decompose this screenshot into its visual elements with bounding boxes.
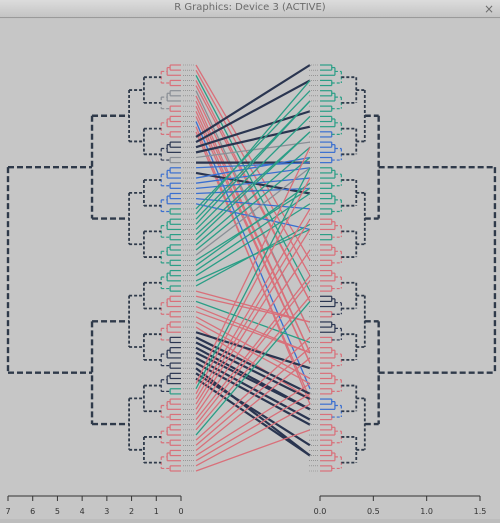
- left-dendrogram: [6, 64, 181, 472]
- tangle-connector-line: [195, 85, 311, 302]
- right-height-axis: 0.0 0.5 1.0 1.5: [314, 495, 487, 516]
- tangle-connector-line: [195, 229, 311, 410]
- leaf-labels: [183, 64, 319, 472]
- tangle-connector-line: [195, 403, 311, 467]
- tangle-connector-line: [195, 290, 311, 323]
- tangle-connector-line: [195, 383, 311, 457]
- left-axis-tick-label: 2: [129, 507, 134, 516]
- tangle-connector-line: [195, 125, 311, 154]
- window-title: R Graphics: Device 3 (ACTIVE): [174, 2, 326, 13]
- right-dendrogram: [320, 64, 497, 472]
- tangle-connector-line: [195, 429, 311, 472]
- graphics-device-canvas: 7 6 5 4 3 2 1 0 0.0 0.5 1.0 1.5: [0, 19, 500, 519]
- tangle-connector-line: [195, 192, 311, 272]
- left-axis-tick-label: 7: [5, 507, 10, 516]
- title-bar[interactable]: R Graphics: Device 3 (ACTIVE) ×: [0, 0, 500, 18]
- right-axis-tick-label: 1.0: [420, 507, 433, 516]
- left-axis-tick-label: 4: [80, 507, 85, 516]
- left-axis-tick-label: 0: [178, 507, 183, 516]
- tangle-connector-line: [195, 79, 311, 215]
- tangle-connector-line: [195, 351, 311, 411]
- left-axis-tick-label: 1: [154, 507, 159, 516]
- tangle-connector-line: [195, 203, 311, 231]
- tangle-connector-line: [195, 131, 311, 241]
- close-icon[interactable]: ×: [483, 2, 495, 16]
- tangle-connector-line: [195, 90, 311, 210]
- connector-lines: [195, 64, 311, 472]
- tangle-connector-line: [195, 357, 311, 451]
- tangle-connector-line: [195, 249, 311, 415]
- tangle-connector-line: [195, 336, 311, 395]
- tangle-connector-line: [195, 110, 311, 149]
- left-height-axis: 7 6 5 4 3 2 1 0: [5, 495, 184, 516]
- tangle-connector-line: [195, 280, 311, 426]
- tangle-connector-line: [195, 146, 311, 246]
- tangle-connector-line: [195, 203, 311, 277]
- tangle-connector-line: [195, 64, 311, 138]
- tangle-connector-line: [195, 182, 311, 266]
- tangle-connector-line: [195, 377, 311, 457]
- tangle-connector-line: [195, 300, 311, 436]
- tangle-connector-line: [195, 100, 311, 225]
- tangle-connector-line: [195, 167, 311, 184]
- tangle-connector-line: [195, 146, 311, 384]
- right-axis-tick-label: 0.0: [314, 507, 327, 516]
- tangle-connector-line: [195, 223, 311, 287]
- left-axis-tick-label: 3: [104, 507, 109, 516]
- tangle-connector-line: [195, 177, 311, 395]
- tangle-connector-line: [195, 275, 311, 421]
- tanglegram-plot: 7 6 5 4 3 2 1 0 0.0 0.5 1.0 1.5: [5, 64, 497, 516]
- tangle-connector-line: [195, 347, 311, 446]
- left-axis-tick-label: 6: [30, 507, 35, 516]
- tangle-connector-line: [195, 367, 311, 457]
- tangle-connector-line: [195, 157, 311, 251]
- right-axis-tick-label: 0.5: [367, 507, 380, 516]
- tangle-connector-line: [195, 167, 311, 390]
- tangle-connector-line: [195, 218, 311, 405]
- tangle-connector-line: [195, 79, 311, 144]
- tangle-connector-line: [195, 331, 311, 370]
- tangle-connector-line: [195, 393, 311, 462]
- tangle-connector-line: [195, 295, 311, 431]
- tangle-connector-line: [195, 115, 311, 230]
- tangle-connector-line: [195, 305, 311, 354]
- right-axis-tick-label: 1.5: [474, 507, 487, 516]
- tangle-connector-line: [195, 300, 311, 344]
- tangle-connector-line: [195, 156, 311, 179]
- tangle-connector-line: [195, 372, 311, 447]
- left-axis-tick-label: 5: [55, 507, 60, 516]
- tangle-connector-line: [195, 208, 311, 400]
- tangle-connector-line: [195, 95, 311, 333]
- tangle-connector-line: [195, 336, 311, 441]
- tangle-connector-line: [195, 167, 311, 256]
